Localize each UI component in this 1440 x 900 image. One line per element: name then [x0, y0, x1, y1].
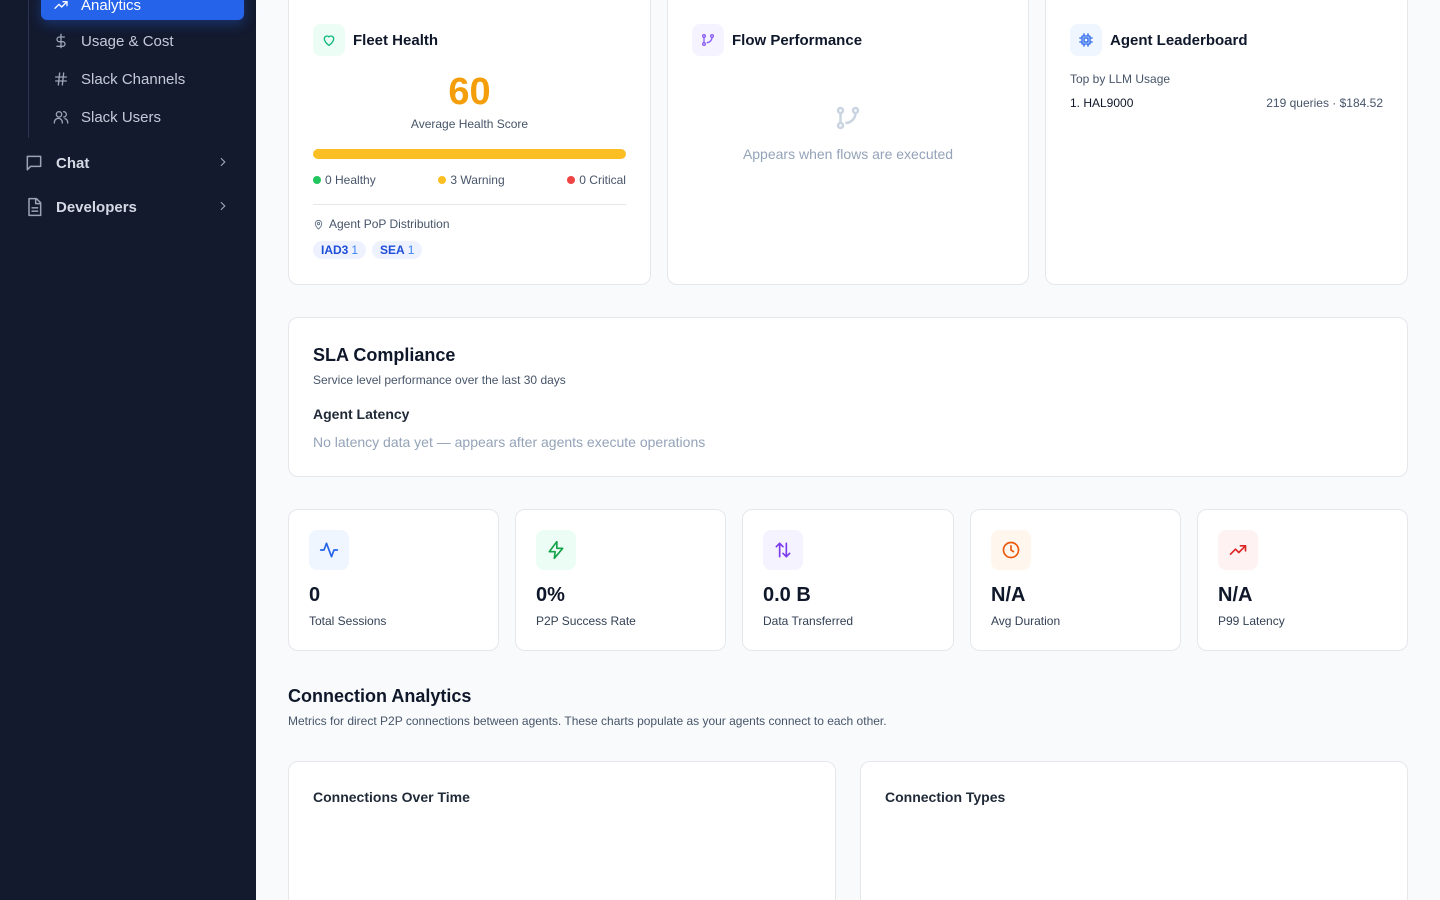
agent-name: 1. HAL9000 — [1070, 96, 1134, 110]
stat-value: 0% — [536, 584, 565, 606]
stat-label: Total Sessions — [309, 614, 387, 628]
submenu-guide-line — [28, 0, 29, 138]
sidebar-item-slack-users[interactable]: Slack Users — [41, 101, 244, 133]
map-pin-icon — [314, 219, 323, 230]
stat-card-data-transferred: 0.0 B Data Transferred — [742, 509, 954, 651]
sla-compliance-card: SLA Compliance Service level performance… — [288, 317, 1408, 477]
document-icon — [28, 197, 42, 217]
legend-healthy: 0 Healthy — [313, 173, 376, 187]
stat-value: 0 — [309, 584, 321, 606]
sidebar-item-label: Developers — [56, 198, 137, 216]
git-branch-icon — [692, 24, 724, 56]
sla-title: SLA Compliance — [313, 345, 456, 365]
card-title: Fleet Health — [353, 31, 439, 49]
legend-warning: 3 Warning — [438, 173, 505, 187]
health-score: 60 — [448, 71, 491, 113]
card-title: Flow Performance — [732, 31, 863, 49]
sidebar-item-label: Analytics — [81, 0, 142, 14]
pop-chips: IAD3 1 SEA 1 — [313, 241, 423, 259]
trending-up-icon — [54, 0, 68, 9]
stat-label: P2P Success Rate — [536, 614, 636, 628]
sidebar-item-label: Slack Channels — [81, 70, 186, 88]
health-bar — [313, 149, 626, 159]
sla-empty-text: No latency data yet — appears after agen… — [313, 434, 706, 450]
agent-stats: 219 queries · $184.52 — [1266, 96, 1383, 110]
connection-types-card: Connection Types — [860, 761, 1408, 900]
health-score-label: Average Health Score — [410, 117, 529, 131]
stat-label: P99 Latency — [1218, 614, 1285, 628]
users-icon — [53, 109, 69, 125]
connection-analytics-subtitle: Metrics for direct P2P connections betwe… — [288, 714, 887, 728]
flow-performance-card: Flow Performance Appears when flows are … — [667, 0, 1029, 285]
chat-icon — [26, 155, 42, 171]
chart-title: Connections Over Time — [313, 789, 470, 805]
legend-critical: 0 Critical — [567, 173, 626, 187]
sidebar-item-usage-cost[interactable]: Usage & Cost — [41, 25, 244, 57]
connections-over-time-card: Connections Over Time — [288, 761, 836, 900]
trending-up-icon — [1218, 530, 1258, 570]
agent-leaderboard-card: Agent Leaderboard Top by LLM Usage 1. HA… — [1045, 0, 1408, 285]
sidebar-item-analytics[interactable]: Analytics — [41, 0, 244, 20]
fleet-health-card: Fleet Health 60 Average Health Score 0 H… — [288, 0, 651, 285]
stat-card-p2p-success-rate: 0% P2P Success Rate — [515, 509, 726, 651]
stat-value: N/A — [991, 584, 1026, 606]
cpu-icon — [1070, 24, 1102, 56]
sidebar-item-slack-channels[interactable]: Slack Channels — [41, 63, 244, 95]
sidebar-item-developers[interactable]: Developers — [12, 189, 244, 225]
sidebar-item-label: Usage & Cost — [81, 32, 174, 50]
stat-value: N/A — [1218, 584, 1253, 606]
stat-value: 0.0 B — [763, 584, 811, 606]
sidebar-item-label: Slack Users — [81, 108, 162, 126]
sidebar-item-label: Chat — [56, 154, 90, 172]
dollar-icon — [53, 33, 69, 49]
leaderboard-subtitle: Top by LLM Usage — [1070, 72, 1171, 86]
sla-section-agent-latency: Agent Latency — [313, 406, 410, 422]
chevron-right-icon — [220, 201, 226, 211]
chevron-right-icon — [220, 157, 226, 167]
pop-chip-sea[interactable]: SEA 1 — [372, 241, 423, 259]
chart-title: Connection Types — [885, 789, 1006, 805]
pop-chip-iad3[interactable]: IAD3 1 — [313, 241, 367, 259]
zap-icon — [536, 530, 576, 570]
arrows-updown-icon — [763, 530, 803, 570]
connection-analytics-title: Connection Analytics — [288, 686, 472, 706]
clock-icon — [991, 530, 1031, 570]
sla-subtitle: Service level performance over the last … — [313, 373, 566, 387]
divider — [313, 204, 626, 205]
stat-card-avg-duration: N/A Avg Duration — [970, 509, 1181, 651]
stat-card-total-sessions: 0 Total Sessions — [288, 509, 499, 651]
leaderboard-row[interactable]: 1. HAL9000 219 queries · $184.52 — [1070, 96, 1383, 110]
pop-distribution-label: Agent PoP Distribution — [313, 217, 450, 231]
hash-icon — [53, 71, 69, 87]
heart-icon — [313, 24, 345, 56]
stat-label: Data Transferred — [763, 614, 854, 628]
flow-empty-text: Appears when flows are executed — [742, 146, 954, 162]
health-legend: 0 Healthy 3 Warning 0 Critical — [313, 173, 626, 187]
activity-icon — [309, 530, 349, 570]
flow-empty-state: Appears when flows are executed — [668, 103, 1028, 162]
stat-card-p99-latency: N/A P99 Latency — [1197, 509, 1408, 651]
sidebar-item-chat[interactable]: Chat — [12, 145, 244, 181]
git-branch-icon — [836, 106, 860, 130]
stat-label: Avg Duration — [991, 614, 1061, 628]
sidebar: Analytics Usage & Cost Slack Channels Sl… — [0, 0, 256, 900]
card-title: Agent Leaderboard — [1110, 31, 1248, 49]
